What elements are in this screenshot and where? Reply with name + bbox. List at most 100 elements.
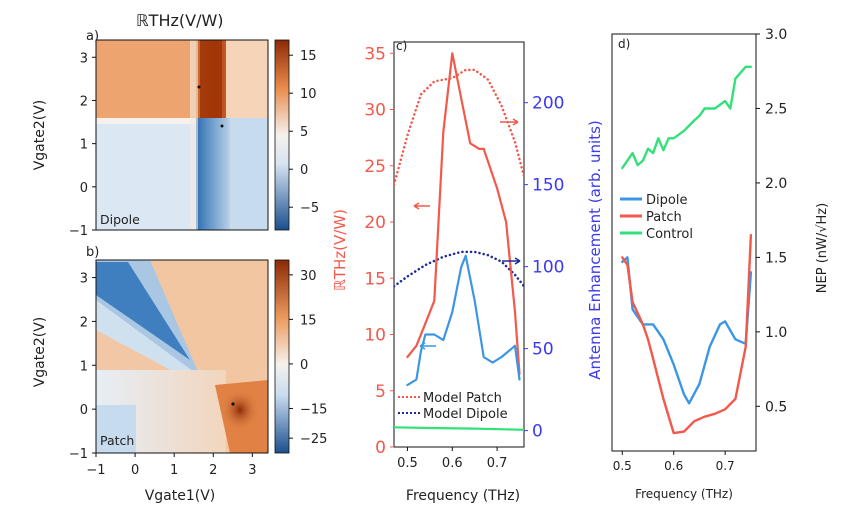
panel-d-ytick-label-4: 1.0 <box>765 325 787 341</box>
panel-c-ytick-label-right-2: 100 <box>532 258 564 278</box>
panel-c-ytick-label-left-2: 25 <box>364 157 386 177</box>
arrow-right-navy <box>502 257 521 265</box>
panel-d-series-dipole <box>621 256 753 405</box>
tick-label-b-x-1: 0 <box>131 463 139 478</box>
panel-c-series-model-patch <box>394 68 524 186</box>
heatmap-b-marker <box>231 402 235 406</box>
tick-label-b-x-3: 2 <box>209 463 217 478</box>
tick-label-a-y-0: 3 <box>80 51 88 66</box>
heatmap-a-marker-1 <box>197 85 201 89</box>
tick-label-b-x-0: −1 <box>86 463 105 478</box>
panel-c-frame <box>393 41 525 448</box>
panel-a-title: ℝTHz(V/W) <box>136 11 224 30</box>
tick-label-a-y-2: 1 <box>80 138 88 153</box>
panel-c-ytick-label-left-1: 30 <box>364 101 386 121</box>
panel-b-ylabel: Vgate2(V) <box>32 317 48 388</box>
panel-d-letter: d) <box>618 37 630 51</box>
panel-c-xtick-label-1: 0.6 <box>442 456 463 471</box>
panel-c-axis-arrows <box>413 118 521 350</box>
arrow-right-red <box>500 118 519 126</box>
colorbar-a-label-4: −5 <box>300 201 319 216</box>
panel-c-xtick-label-0: 0.5 <box>397 456 418 471</box>
colorbar-b-label-1: 15 <box>300 313 317 328</box>
panel-d-ytick-label-5: 0.5 <box>765 399 787 415</box>
panel-d-xtick-label-0: 0.5 <box>613 459 632 473</box>
tick-label-b-y-4: −1 <box>69 447 88 462</box>
panel-c-ytick-label-right-1: 150 <box>532 176 564 196</box>
panel-b-heatmap <box>95 259 269 454</box>
panel-c-series-2 <box>406 52 521 375</box>
colorbar-b-ticks: 30 15 0 −15 −25 <box>289 269 327 447</box>
heatmap-a-marker-2 <box>220 124 224 128</box>
panel-b-ticks: 3 2 1 0 −1−1 0 1 2 3 <box>69 272 257 478</box>
panel-c-ytick-label-left-3: 20 <box>364 213 386 233</box>
panel-c-ytick-label-left-0: 35 <box>364 44 386 64</box>
panel-a-ylabel: Vgate2(V) <box>32 100 48 171</box>
panel-c-ytick-label-left-7: 0 <box>375 438 386 458</box>
colorbar-a <box>274 39 290 231</box>
legend-patch: Patch <box>646 210 682 225</box>
panel-c-ytick-label-right-3: 50 <box>532 340 554 360</box>
panel-c-ytick-label-left-5: 10 <box>364 326 386 346</box>
panel-d-xlabel: Frequency (THz) <box>635 487 733 501</box>
panel-c-letter: c) <box>396 39 407 53</box>
tick-label-b-y-2: 1 <box>80 359 88 374</box>
panel-d-ytick-label-0: 3.0 <box>765 27 787 43</box>
arrow-left-red <box>413 202 430 210</box>
panel-d-ytick-label-3: 1.5 <box>765 250 787 266</box>
colorbar-a-label-0: 15 <box>300 49 317 64</box>
colorbar-b <box>274 259 290 454</box>
colorbar-a-ticks: 15 10 5 0 −5 <box>289 49 319 216</box>
panel-d-frame <box>611 33 757 452</box>
panel-d-axes: 3.0 2.5 2.0 1.5 1.0 0.5 0.5 0.6 0.7 <box>613 27 788 473</box>
panel-d-xtick-label-2: 0.7 <box>716 459 735 473</box>
colorbar-a-label-2: 5 <box>300 125 308 140</box>
panel-a-yticks: 3 2 1 0 −1 <box>69 51 96 239</box>
panel-c-plot <box>394 52 524 431</box>
panel-c-series-model-dipole <box>394 250 524 288</box>
panel-c-ytick-label-left-4: 15 <box>364 269 386 289</box>
panel-c-xlabel: Frequency (THz) <box>406 488 520 504</box>
panel-b-label: Patch <box>100 433 134 448</box>
panel-c-ytick-label-right-4: 0 <box>532 422 543 442</box>
panel-c-ytick-label-left-6: 5 <box>375 382 386 402</box>
panel-d-ytick-label-1: 2.5 <box>765 101 787 117</box>
panel-c-series-3 <box>406 254 521 387</box>
panel-c-ylabel-left: ℝTHz(V/W) <box>331 209 349 291</box>
tick-label-a-y-1: 2 <box>80 94 88 109</box>
panel-d-plot <box>621 65 753 435</box>
legend-control: Control <box>646 227 693 242</box>
legend-model-patch: Model Patch <box>423 391 502 406</box>
panel-a-heatmap <box>95 39 269 231</box>
panel-c-ytick-label-right-0: 200 <box>532 94 564 114</box>
colorbar-b-label-3: −15 <box>300 402 327 417</box>
tick-label-b-y-3: 0 <box>80 403 88 418</box>
panel-d-ylabel: NEP (nW/√Hz) <box>815 203 830 293</box>
tick-label-a-y-3: 0 <box>80 181 88 196</box>
panel-c-legend: Model Patch Model Dipole <box>398 391 508 422</box>
legend-dipole: Dipole <box>646 193 687 208</box>
panel-b-letter: b) <box>86 245 99 260</box>
panel-d-series-patch <box>621 233 753 435</box>
colorbar-b-label-0: 30 <box>300 269 317 284</box>
panel-c-ylabel-right: Antenna Enhancement (arb. units) <box>586 120 604 380</box>
tick-label-b-x-4: 3 <box>248 463 256 478</box>
tick-label-b-y-1: 2 <box>80 315 88 330</box>
panel-d-ytick-label-2: 2.0 <box>765 176 787 192</box>
panel-d-series-control <box>621 65 753 170</box>
colorbar-b-label-4: −25 <box>300 432 327 447</box>
panel-d-legend: Dipole Patch Control <box>620 193 693 242</box>
panel-a-letter: a) <box>86 29 99 44</box>
panel-d-xtick-label-1: 0.6 <box>664 459 683 473</box>
panel-a-label: Dipole <box>100 212 140 227</box>
colorbar-a-label-3: 0 <box>300 163 308 178</box>
legend-model-dipole: Model Dipole <box>423 407 508 422</box>
arrow-left-blue <box>419 342 436 350</box>
panel-c-xtick-label-2: 0.7 <box>487 456 508 471</box>
tick-label-a-y-4: −1 <box>69 224 88 239</box>
colorbar-b-label-2: 0 <box>300 358 308 373</box>
tick-label-b-x-2: 1 <box>170 463 178 478</box>
panel-c-series-4 <box>394 426 524 431</box>
